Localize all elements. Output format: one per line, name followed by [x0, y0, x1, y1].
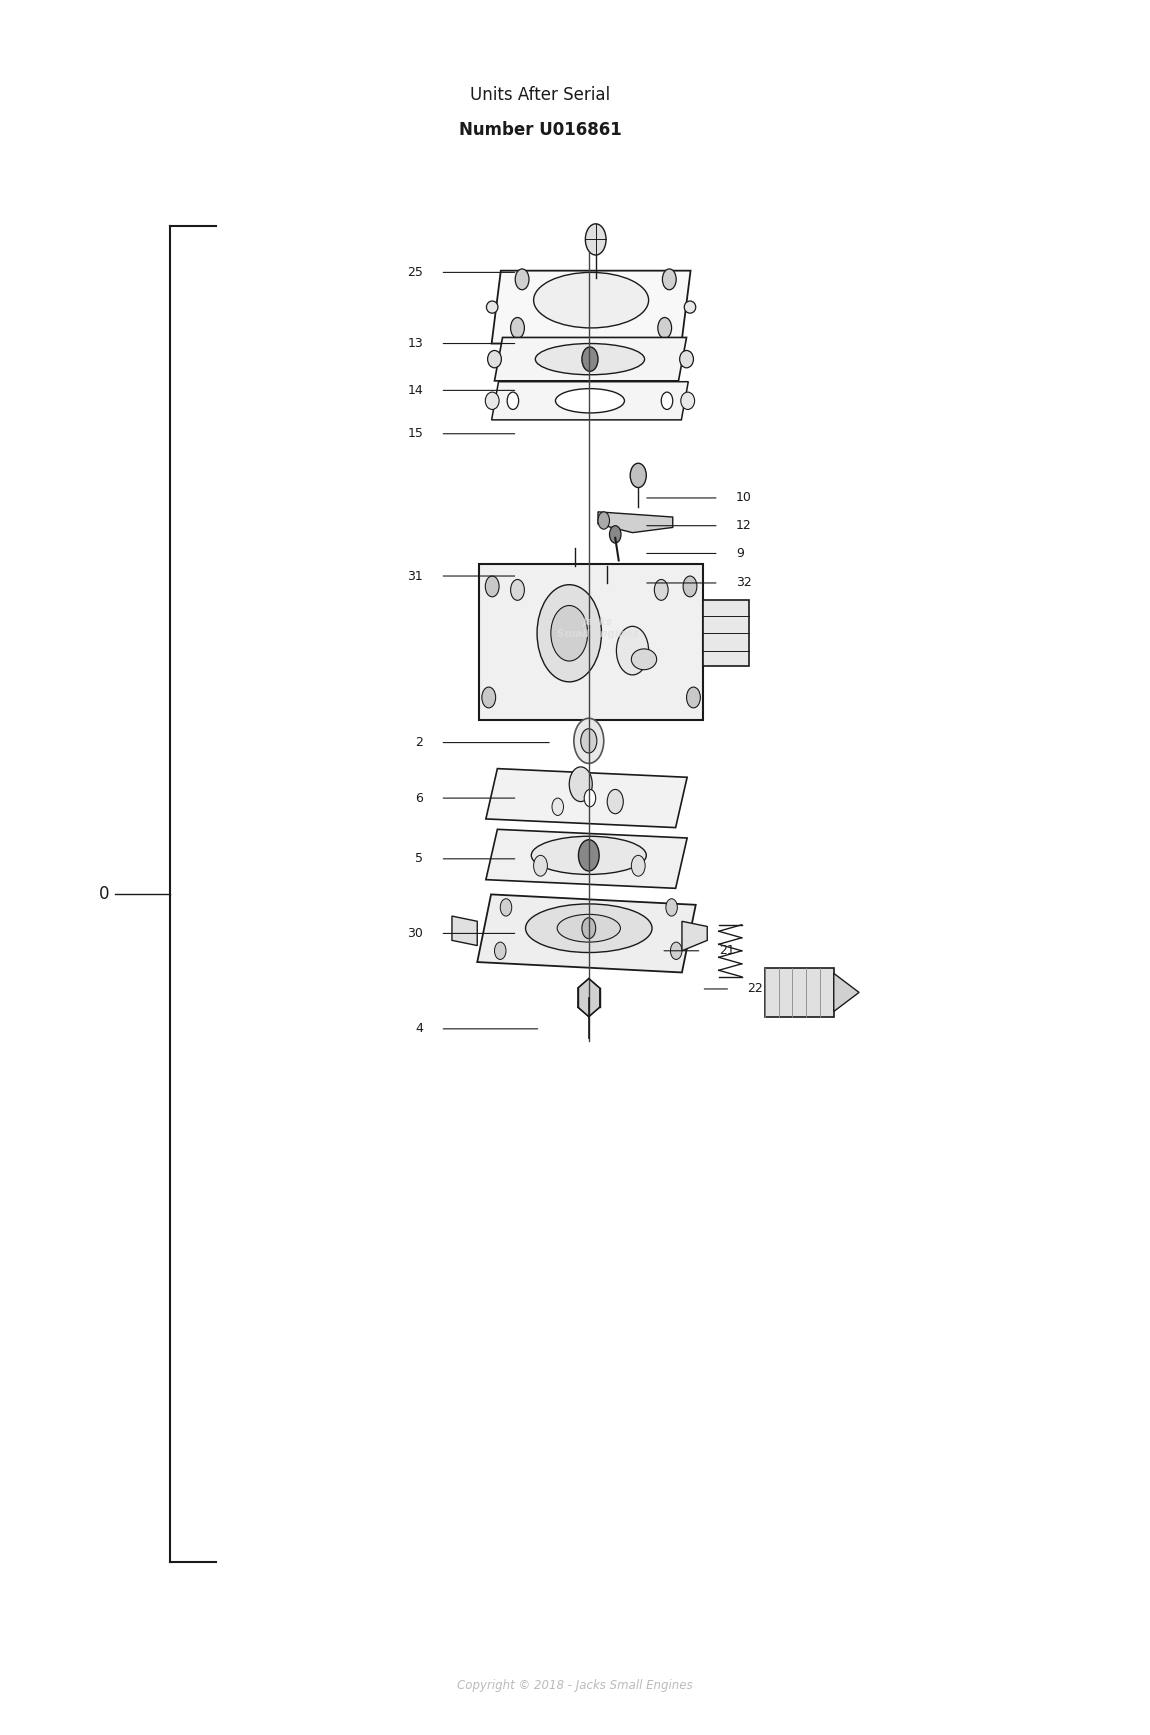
Text: 6: 6 — [415, 791, 423, 805]
Circle shape — [534, 855, 547, 876]
Circle shape — [630, 463, 646, 488]
Circle shape — [507, 392, 519, 409]
Circle shape — [607, 789, 623, 814]
Circle shape — [584, 789, 596, 807]
Text: 30: 30 — [407, 926, 423, 940]
Bar — [765, 968, 834, 1017]
Circle shape — [482, 687, 496, 708]
Circle shape — [537, 585, 601, 682]
Ellipse shape — [531, 836, 646, 874]
Polygon shape — [486, 829, 688, 888]
Circle shape — [687, 687, 700, 708]
Ellipse shape — [680, 350, 693, 368]
Text: Units After Serial: Units After Serial — [470, 87, 611, 104]
Circle shape — [569, 566, 581, 583]
Circle shape — [601, 566, 613, 583]
Circle shape — [552, 798, 564, 815]
Ellipse shape — [488, 350, 501, 368]
Polygon shape — [598, 512, 673, 533]
Text: Copyright © 2018 - Jacks Small Engines: Copyright © 2018 - Jacks Small Engines — [458, 1679, 692, 1692]
Polygon shape — [477, 895, 696, 972]
Text: 31: 31 — [407, 569, 423, 583]
Circle shape — [654, 579, 668, 600]
Polygon shape — [682, 921, 707, 951]
Polygon shape — [577, 979, 600, 1017]
Ellipse shape — [681, 392, 695, 409]
Text: Number U016861: Number U016861 — [459, 121, 622, 139]
Circle shape — [500, 899, 512, 916]
Text: 22: 22 — [748, 982, 764, 996]
Text: 21: 21 — [719, 944, 735, 958]
Bar — [704, 600, 750, 666]
Ellipse shape — [526, 904, 652, 953]
Circle shape — [582, 347, 598, 371]
Circle shape — [578, 840, 599, 871]
Text: 0: 0 — [99, 885, 109, 902]
Polygon shape — [834, 973, 859, 1012]
Circle shape — [582, 918, 596, 939]
Text: 5: 5 — [415, 852, 423, 866]
Circle shape — [631, 855, 645, 876]
Ellipse shape — [555, 389, 624, 413]
Ellipse shape — [558, 914, 621, 942]
Text: 25: 25 — [407, 265, 423, 279]
Text: 14: 14 — [407, 383, 423, 397]
Bar — [478, 564, 703, 720]
Circle shape — [494, 942, 506, 959]
Text: 10: 10 — [736, 491, 752, 505]
Circle shape — [666, 899, 677, 916]
Circle shape — [485, 576, 499, 597]
Circle shape — [581, 729, 597, 753]
Circle shape — [616, 626, 649, 675]
Circle shape — [610, 526, 621, 543]
Circle shape — [574, 718, 604, 763]
Ellipse shape — [485, 392, 499, 409]
Polygon shape — [486, 769, 688, 828]
Text: 15: 15 — [407, 427, 423, 441]
Circle shape — [661, 392, 673, 409]
Circle shape — [662, 269, 676, 290]
Polygon shape — [494, 337, 687, 380]
Text: 13: 13 — [407, 337, 423, 350]
Circle shape — [511, 579, 524, 600]
Ellipse shape — [536, 344, 645, 375]
Text: 9: 9 — [736, 547, 744, 560]
Ellipse shape — [684, 302, 696, 312]
Polygon shape — [452, 916, 477, 946]
Ellipse shape — [631, 649, 657, 670]
Circle shape — [683, 576, 697, 597]
Circle shape — [511, 318, 524, 338]
Text: 4: 4 — [415, 1022, 423, 1036]
Text: 32: 32 — [736, 576, 752, 590]
Text: Jacks
Small Engines: Jacks Small Engines — [557, 618, 639, 638]
Ellipse shape — [486, 302, 498, 312]
Circle shape — [598, 512, 610, 529]
Circle shape — [569, 767, 592, 802]
Ellipse shape — [534, 272, 649, 328]
Circle shape — [670, 942, 682, 959]
Circle shape — [515, 269, 529, 290]
Text: 2: 2 — [415, 736, 423, 750]
Circle shape — [551, 606, 588, 661]
Circle shape — [585, 224, 606, 255]
Polygon shape — [492, 271, 690, 344]
Text: 12: 12 — [736, 519, 752, 533]
Polygon shape — [492, 382, 689, 420]
Circle shape — [658, 318, 672, 338]
